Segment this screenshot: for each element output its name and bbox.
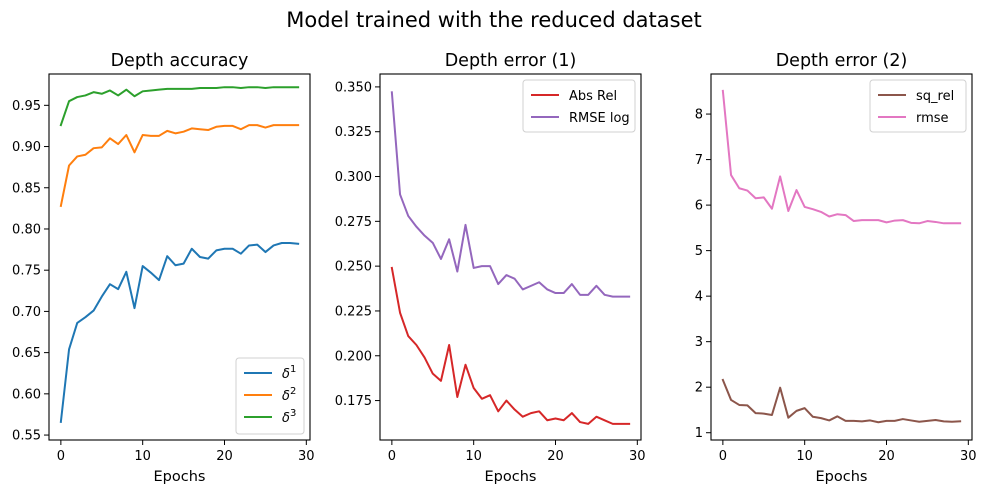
x-tick-label: 30	[298, 449, 315, 464]
y-tick-label: 2	[695, 381, 703, 396]
x-axis-label: Epochs	[485, 469, 537, 485]
x-tick-label: 0	[388, 449, 396, 464]
subplot-3: Depth error (2) 0 10 20 30 1 2 3 4 5 6 7 8 Epochs sq_r…	[695, 51, 977, 485]
series-line-1	[59, 241, 300, 423]
axes-frame	[379, 73, 642, 441]
x-tick-label: 30	[629, 449, 646, 464]
legend-label-base: δ	[282, 367, 290, 382]
y-tick-label: 0.75	[12, 264, 41, 279]
y-tick-label: 8	[695, 108, 703, 123]
x-axis-label: Epochs	[154, 469, 206, 485]
subplot-title: Depth accuracy	[111, 51, 249, 71]
subplot-2: Depth error (1) 0 10 20 30 0.175 0.200 0.225 0.2…	[335, 51, 646, 485]
y-tick-label: 7	[695, 153, 703, 168]
y-tick-label: 0.85	[12, 181, 41, 196]
y-tick-label: 0.60	[12, 387, 41, 402]
subplot-title: Depth error (1)	[445, 51, 577, 71]
y-tick-label: 3	[695, 335, 703, 350]
y-tick-label: 6	[695, 199, 703, 214]
y-tick-label: 0.95	[12, 99, 41, 114]
y-tick-label: 0.175	[335, 394, 372, 409]
series-line-1	[721, 378, 962, 424]
legend-label: δ2	[282, 386, 296, 404]
x-tick-label: 20	[216, 449, 233, 464]
subplot-title: Depth error (2)	[776, 51, 908, 71]
legend-label-base: δ	[282, 389, 290, 404]
y-tick-label: 0.200	[335, 349, 372, 364]
legend: Abs Rel RMSE log	[522, 79, 636, 133]
y-tick-label: 0.225	[335, 304, 372, 319]
series-line-3	[59, 86, 300, 127]
y-tick-label: 0.65	[12, 346, 41, 361]
legend-label-superscript: 2	[290, 386, 296, 397]
x-tick-label: 10	[465, 449, 482, 464]
legend-label-base: δ	[282, 411, 290, 426]
series-line-2	[390, 91, 631, 298]
legend-box	[522, 79, 636, 133]
x-tick-label: 20	[547, 449, 564, 464]
x-tick-label: 10	[134, 449, 151, 464]
legend-label: δ1	[282, 364, 296, 382]
y-tick-label: 0.250	[335, 260, 372, 275]
series-line-1	[390, 266, 631, 425]
y-tick-label: 0.55	[12, 429, 41, 444]
y-tick-label: 4	[695, 290, 703, 305]
y-tick-label: 0.70	[12, 305, 41, 320]
series-line-2	[721, 89, 962, 225]
x-axis-label: Epochs	[816, 469, 868, 485]
legend-label: RMSE log	[569, 111, 630, 126]
y-tick-label: 0.90	[12, 140, 41, 155]
y-tick-label: 0.350	[335, 80, 372, 95]
figure-suptitle: Model trained with the reduced dataset	[286, 8, 702, 32]
legend-box	[869, 79, 967, 133]
y-tick-label: 0.325	[335, 125, 372, 140]
legend-label: δ3	[282, 408, 296, 426]
axes-frame	[48, 73, 311, 441]
y-tick-label: 0.300	[335, 170, 372, 185]
legend-label: rmse	[916, 111, 949, 126]
legend-label: Abs Rel	[569, 89, 617, 104]
x-tick-label: 20	[878, 449, 895, 464]
x-tick-label: 0	[57, 449, 65, 464]
legend-label: sq_rel	[916, 89, 954, 104]
x-tick-label: 10	[796, 449, 813, 464]
y-tick-label: 5	[695, 244, 703, 259]
subplot-1: Depth accuracy 0 10 20 30 0.55 0.60 0.65 0.70 0.7…	[12, 51, 315, 485]
axes-frame	[710, 73, 973, 441]
y-tick-label: 0.80	[12, 222, 41, 237]
x-tick-label: 30	[960, 449, 977, 464]
y-tick-label: 1	[695, 426, 703, 441]
legend-label-superscript: 3	[290, 408, 296, 419]
y-tick-label: 0.275	[335, 215, 372, 230]
x-tick-label: 0	[719, 449, 727, 464]
legend-label-superscript: 1	[290, 364, 296, 375]
series-line-2	[59, 124, 300, 208]
